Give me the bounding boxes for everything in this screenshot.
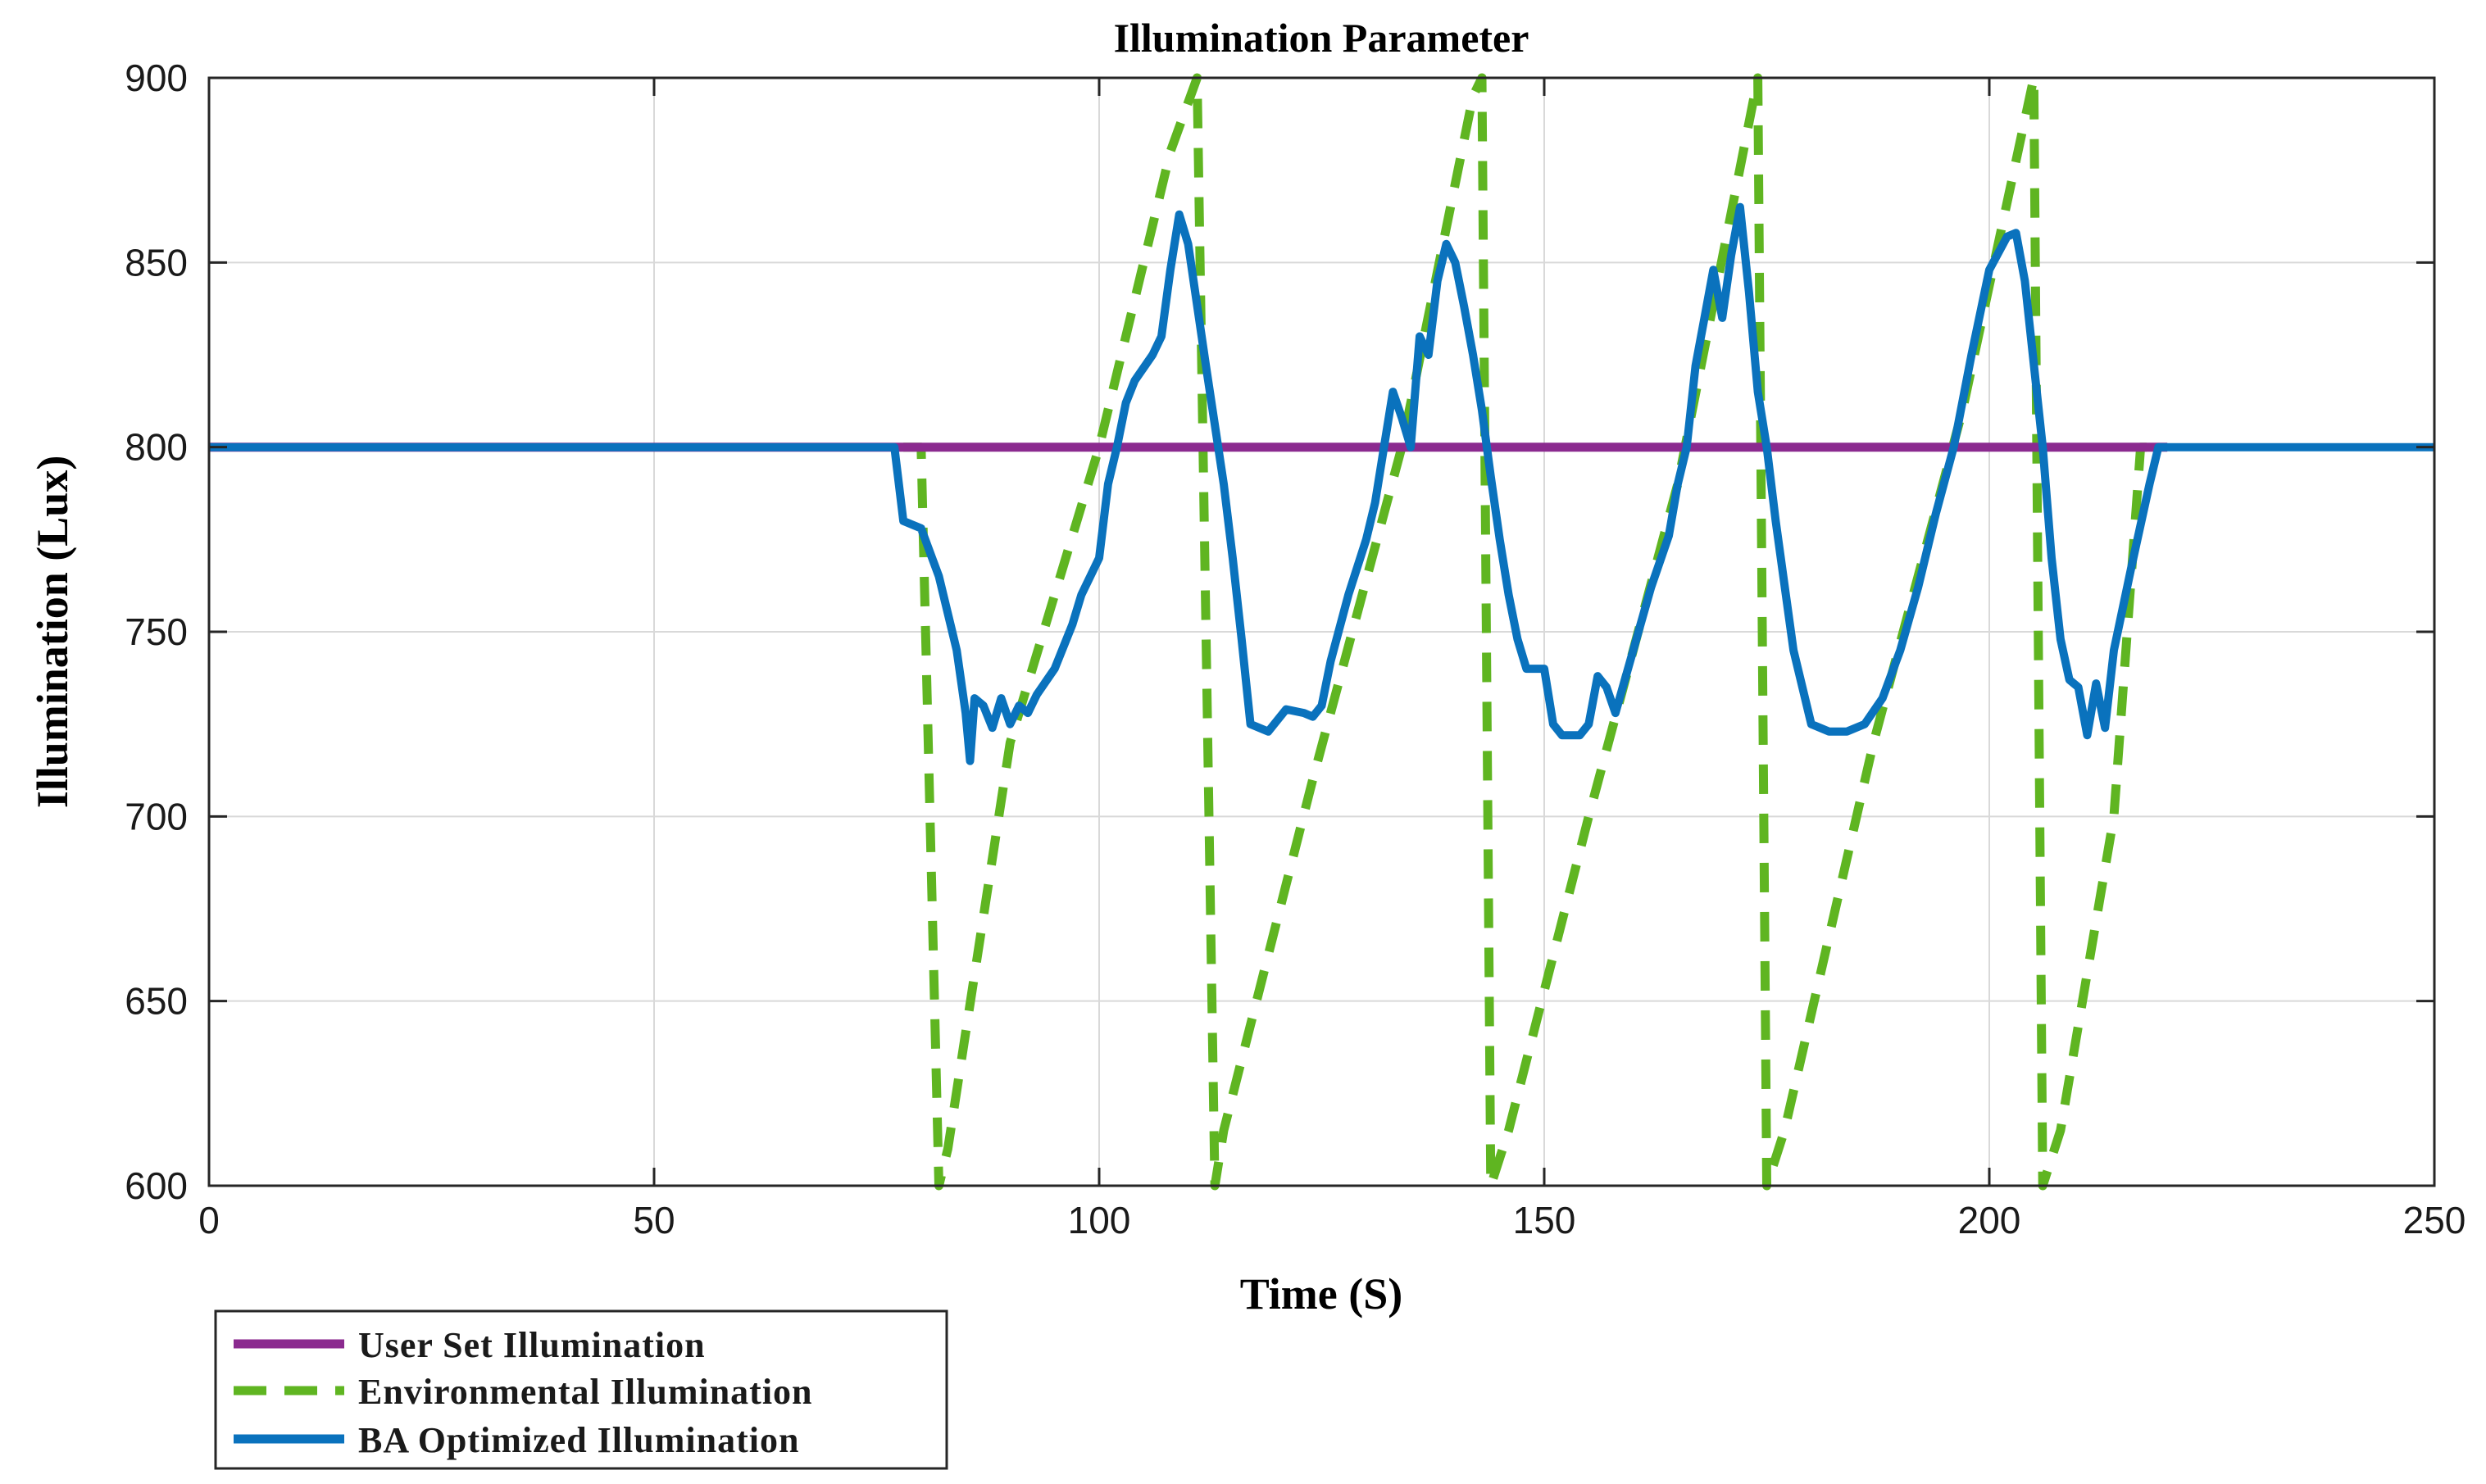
x-tick-label: 150 (1513, 1199, 1576, 1241)
y-axis-ticks: 600 650 700 750 800 850 900 (125, 57, 2434, 1207)
y-axis-label: Illumination (Lux) (28, 456, 77, 809)
x-tick-label: 200 (1958, 1199, 2021, 1241)
x-tick-label: 250 (2403, 1199, 2466, 1241)
y-tick-label: 600 (125, 1164, 188, 1207)
chart-title: Illumination Parameter (1114, 15, 1529, 61)
series-line-ba-optimized-illumination (209, 202, 2434, 765)
y-tick-label: 700 (125, 795, 188, 837)
y-tick-label: 850 (125, 241, 188, 284)
series-layer (209, 73, 2434, 1191)
x-tick-label: 0 (198, 1199, 220, 1241)
x-axis-ticks: 0 50 100 150 200 250 (198, 78, 2466, 1241)
x-tick-label: 50 (633, 1199, 675, 1241)
legend-label-user-set-illumination: User Set Illumination (358, 1325, 706, 1365)
y-tick-label: 750 (125, 610, 188, 653)
legend-label-environmental-illumination: Environmental Illumination (358, 1372, 813, 1412)
y-tick-label: 800 (125, 426, 188, 469)
x-tick-label: 100 (1068, 1199, 1131, 1241)
x-axis-label: Time (S) (1240, 1269, 1403, 1318)
y-tick-label: 650 (125, 980, 188, 1023)
legend-label-ba-optimized-illumination: BA Optimized Illumination (358, 1420, 799, 1460)
y-tick-label: 900 (125, 57, 188, 99)
legend: User Set Illumination Environmental Illu… (214, 1309, 948, 1470)
